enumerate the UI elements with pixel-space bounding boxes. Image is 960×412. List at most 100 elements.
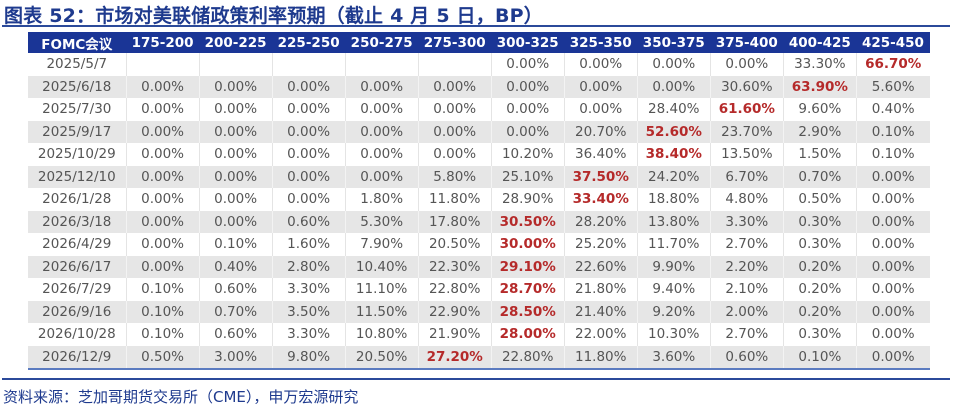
probability-cell: 0.00% xyxy=(199,165,273,188)
probability-cell: 0.00% xyxy=(856,233,930,256)
probability-cell: 0.00% xyxy=(272,188,346,211)
probability-cell: 0.10% xyxy=(856,143,930,166)
probability-cell-max: 29.10% xyxy=(491,255,565,278)
probability-cell: 0.00% xyxy=(856,188,930,211)
probability-cell: 0.00% xyxy=(126,143,200,166)
probability-cell: 0.70% xyxy=(199,300,273,323)
meeting-date-cell: 2026/1/28 xyxy=(28,188,127,211)
probability-cell: 0.00% xyxy=(199,75,273,98)
probability-cell: 0.00% xyxy=(345,75,419,98)
table-row: 2025/7/30 0.00% 0.00% 0.00% 0.00% 0.00% 0.00% 0… xyxy=(28,98,930,121)
table-row: 2026/12/9 0.50% 3.00% 9.80% 20.50% 27.20% 22.8… xyxy=(28,345,930,370)
column-header-rate-range: 425-450 xyxy=(856,32,931,53)
table-row: 2026/1/28 0.00% 0.00% 0.00% 1.80% 11.80% 28.90… xyxy=(28,188,930,211)
table-row: 2025/9/17 0.00% 0.00% 0.00% 0.00% 0.00% 0.00% 2… xyxy=(28,120,930,143)
column-header-meeting: FOMC会议 xyxy=(28,32,127,53)
probability-cell: 7.90% xyxy=(345,233,419,256)
probability-cell: 5.80% xyxy=(418,165,492,188)
probability-cell-max: 66.70% xyxy=(856,53,930,76)
meeting-date-cell: 2026/9/16 xyxy=(28,300,127,323)
meeting-date-cell: 2025/12/10 xyxy=(28,165,127,188)
meeting-date-cell: 2025/9/17 xyxy=(28,120,127,143)
column-header-rate-range: 375-400 xyxy=(710,32,784,53)
table-row: 2026/7/29 0.10% 0.60% 3.30% 11.10% 22.80% 28.7… xyxy=(28,278,930,301)
probability-cell-max: 52.60% xyxy=(637,120,711,143)
probability-cell-max: 61.60% xyxy=(710,98,784,121)
meeting-date-cell: 2026/7/29 xyxy=(28,278,127,301)
probability-cell: 21.90% xyxy=(418,323,492,346)
probability-cell: 0.00% xyxy=(126,188,200,211)
probability-cell-max: 37.50% xyxy=(564,165,638,188)
meeting-date-cell: 2026/3/18 xyxy=(28,210,127,233)
footer-divider xyxy=(2,378,950,380)
probability-cell: 3.50% xyxy=(272,300,346,323)
table-row: 2026/9/16 0.10% 0.70% 3.50% 11.50% 22.90% 28.5… xyxy=(28,300,930,323)
probability-cell: 0.30% xyxy=(783,210,857,233)
probability-cell: 28.90% xyxy=(491,188,565,211)
probability-cell: 0.10% xyxy=(199,233,273,256)
probability-cell: 0.00% xyxy=(126,98,200,121)
probability-cell: 0.60% xyxy=(710,345,784,370)
probability-cell: 0.00% xyxy=(856,210,930,233)
probability-cell xyxy=(272,53,346,76)
probability-cell: 0.00% xyxy=(856,300,930,323)
probability-cell: 22.60% xyxy=(564,255,638,278)
probability-cell-max: 28.70% xyxy=(491,278,565,301)
probability-cell: 0.10% xyxy=(126,300,200,323)
probability-cell: 10.40% xyxy=(345,255,419,278)
probability-cell: 24.20% xyxy=(637,165,711,188)
probability-cell: 2.90% xyxy=(783,120,857,143)
probability-cell: 0.00% xyxy=(418,75,492,98)
probability-cell: 22.80% xyxy=(491,345,565,370)
probability-cell xyxy=(126,53,200,76)
meeting-date-cell: 2026/6/17 xyxy=(28,255,127,278)
probability-cell: 0.60% xyxy=(272,210,346,233)
probability-cell: 9.60% xyxy=(783,98,857,121)
column-header-rate-range: 350-375 xyxy=(637,32,711,53)
probability-cell: 25.10% xyxy=(491,165,565,188)
meeting-date-cell: 2025/6/18 xyxy=(28,75,127,98)
probability-cell: 10.80% xyxy=(345,323,419,346)
probability-cell: 2.80% xyxy=(272,255,346,278)
probability-cell: 0.00% xyxy=(564,75,638,98)
probability-cell: 3.30% xyxy=(272,278,346,301)
probability-cell: 3.30% xyxy=(272,323,346,346)
meeting-date-cell: 2025/10/29 xyxy=(28,143,127,166)
probability-cell: 28.40% xyxy=(637,98,711,121)
probability-cell: 23.70% xyxy=(710,120,784,143)
probability-cell: 30.60% xyxy=(710,75,784,98)
column-header-rate-range: 225-250 xyxy=(272,32,346,53)
probability-cell: 9.40% xyxy=(637,278,711,301)
table-row: 2025/5/7 0.00% 0.00% 0.00% 0.00% 33.30% 66.70% xyxy=(28,53,930,76)
rate-probability-table-container: FOMC会议 175-200 200-225 225-250 250-275 275-30… xyxy=(28,32,931,370)
probability-cell: 0.00% xyxy=(126,120,200,143)
probability-cell: 6.70% xyxy=(710,165,784,188)
probability-cell xyxy=(418,53,492,76)
probability-cell: 9.80% xyxy=(272,345,346,370)
probability-cell: 0.50% xyxy=(126,345,200,370)
probability-cell: 0.00% xyxy=(126,255,200,278)
table-body: 2025/5/7 0.00% 0.00% 0.00% 0.00% 33.30% 66.70%… xyxy=(28,53,930,370)
table-row: 2026/6/17 0.00% 0.40% 2.80% 10.40% 22.30% 29.1… xyxy=(28,255,930,278)
probability-cell: 9.90% xyxy=(637,255,711,278)
probability-cell-max: 28.00% xyxy=(491,323,565,346)
probability-cell: 3.00% xyxy=(199,345,273,370)
probability-cell: 20.50% xyxy=(345,345,419,370)
probability-cell: 11.80% xyxy=(418,188,492,211)
probability-cell: 0.10% xyxy=(126,323,200,346)
column-header-rate-range: 400-425 xyxy=(783,32,857,53)
probability-cell: 2.10% xyxy=(710,278,784,301)
probability-cell: 0.00% xyxy=(126,75,200,98)
probability-cell: 5.60% xyxy=(856,75,930,98)
probability-cell: 11.10% xyxy=(345,278,419,301)
table-header-row: FOMC会议 175-200 200-225 225-250 250-275 275-30… xyxy=(28,32,931,53)
probability-cell: 0.60% xyxy=(199,278,273,301)
probability-cell: 22.00% xyxy=(564,323,638,346)
probability-cell-max: 30.50% xyxy=(491,210,565,233)
probability-cell: 3.30% xyxy=(710,210,784,233)
probability-cell: 25.20% xyxy=(564,233,638,256)
probability-cell: 0.10% xyxy=(783,345,857,370)
meeting-date-cell: 2025/7/30 xyxy=(28,98,127,121)
figure-title: 图表 52：市场对美联储政策利率预期（截止 4 月 5 日，BP） xyxy=(4,5,543,27)
